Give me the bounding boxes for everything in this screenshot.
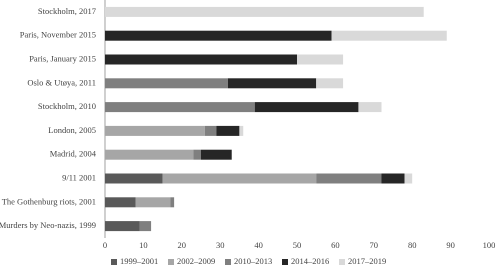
bar-segment <box>316 173 382 184</box>
bar-segment <box>105 197 136 208</box>
bar-segment <box>239 125 244 136</box>
bar-segment <box>254 102 359 113</box>
legend-label: 1999–2001 <box>120 256 158 266</box>
legend-label: 2014–2016 <box>291 256 329 266</box>
bar-segment <box>135 197 171 208</box>
x-tick-label: 60 <box>331 240 340 250</box>
x-tick-label: 50 <box>293 240 302 250</box>
x-tick-label: 10 <box>139 240 148 250</box>
y-tick-label: Stockholm, 2017 <box>38 6 96 16</box>
bar-segment <box>162 173 317 184</box>
legend-swatch <box>168 259 174 265</box>
bar-segment <box>316 78 344 89</box>
bar-segment <box>105 54 297 65</box>
y-tick-label: 9/11 2001 <box>62 172 96 182</box>
x-tick-label: 90 <box>446 240 455 250</box>
bar-segment <box>227 78 317 89</box>
x-tick-label: 40 <box>254 240 263 250</box>
y-tick-label: Stockholm, 2010 <box>38 101 96 111</box>
legend-label: 2010–2013 <box>234 256 272 266</box>
x-tick-label: 100 <box>483 240 496 250</box>
x-tick-label: 30 <box>216 240 225 250</box>
legend-swatch <box>339 259 345 265</box>
y-tick-label: Oslo & Utøya, 2011 <box>27 77 96 87</box>
y-tick-label: Murders by Neo-nazis, 1999 <box>0 220 96 230</box>
bar-segment <box>105 6 424 17</box>
bar-segment <box>193 149 201 160</box>
bar-segment <box>404 173 413 184</box>
bar-segment <box>105 221 140 232</box>
bar-segment <box>105 125 205 136</box>
bar-segment <box>358 102 382 113</box>
legend-swatch <box>282 259 288 265</box>
bar-segment <box>105 78 228 89</box>
bar-segment <box>381 173 405 184</box>
bar-segment <box>105 102 255 113</box>
y-tick-label: Paris, November 2015 <box>20 30 96 40</box>
x-tick-label: 80 <box>408 240 417 250</box>
bar-segment <box>201 149 232 160</box>
bar-segment <box>170 197 175 208</box>
y-tick-label: Paris, January 2015 <box>29 53 96 63</box>
x-tick-label: 70 <box>370 240 379 250</box>
y-tick-label: The Gothenburg riots, 2001 <box>2 196 96 206</box>
bar-segment <box>297 54 344 65</box>
legend-swatch <box>225 259 231 265</box>
x-tick-label: 0 <box>103 240 107 250</box>
bar-segment <box>105 30 332 41</box>
legend-label: 2017–2019 <box>348 256 386 266</box>
bar-segment <box>105 149 194 160</box>
legend-label: 2002–2009 <box>177 256 215 266</box>
x-tick-label: 20 <box>178 240 187 250</box>
legend-swatch <box>111 259 117 265</box>
bar-segment <box>105 173 163 184</box>
bar-segment <box>216 125 240 136</box>
bar-segment <box>204 125 217 136</box>
bar-segment <box>331 30 447 41</box>
y-tick-label: Madrid, 2004 <box>50 149 97 159</box>
y-tick-label: London, 2005 <box>48 125 96 135</box>
bar-segment <box>139 221 152 232</box>
